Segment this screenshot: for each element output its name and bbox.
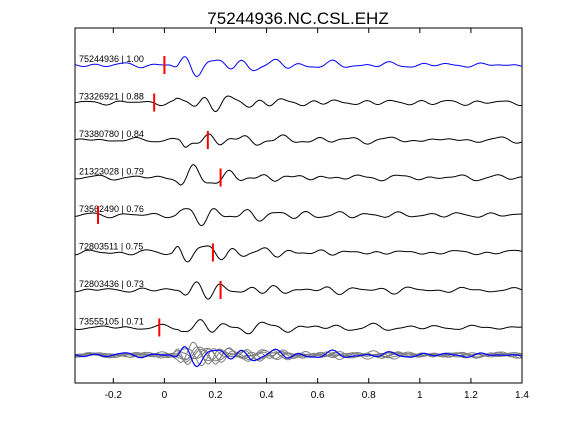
x-tick-label: 1	[417, 390, 423, 401]
x-tick-label: 0.2	[209, 390, 223, 401]
trace-label-3: 73380780 | 0.84	[79, 129, 144, 139]
x-tick-label: 0	[162, 390, 168, 401]
x-axis: -0.2 0 0.2 0.4 0.6 0.8 1 1.2 1.4	[105, 28, 529, 401]
trace-3	[74, 133, 523, 148]
trace-2	[74, 95, 523, 113]
stack-master-trace	[74, 345, 523, 368]
x-tick-label: 0.8	[362, 390, 376, 401]
x-tick-label: -0.2	[105, 390, 123, 401]
stack-trace-6	[74, 347, 523, 365]
trace-label-5: 73562490 | 0.76	[79, 204, 144, 214]
trace-5	[74, 208, 522, 227]
trace-label-1: 75244936 | 1.00	[79, 54, 144, 64]
plot-area: 75244936 | 1.00 73326921 | 0.88 73380780 |…	[74, 54, 523, 368]
trace-6	[74, 245, 523, 263]
trace-label-7: 72803436 | 0.73	[79, 279, 144, 289]
trace-8	[74, 319, 523, 335]
x-tick-label: 0.4	[260, 390, 274, 401]
trace-4	[74, 164, 522, 186]
trace-1	[74, 56, 523, 78]
trace-label-4: 21323028 | 0.79	[79, 167, 144, 177]
x-tick-label: 1.2	[464, 390, 478, 401]
x-tick-label: 0.6	[311, 390, 325, 401]
trace-label-6: 72803511 | 0.75	[79, 242, 143, 252]
axes-frame	[74, 27, 523, 384]
trace-7	[75, 281, 523, 300]
x-tick-label: 1.4	[515, 390, 529, 401]
trace-label-2: 73326921 | 0.88	[79, 92, 144, 102]
chart-title: 75244936.NC.CSL.EHZ	[207, 9, 388, 28]
trace-label-8: 73555105 | 0.71	[79, 317, 144, 327]
